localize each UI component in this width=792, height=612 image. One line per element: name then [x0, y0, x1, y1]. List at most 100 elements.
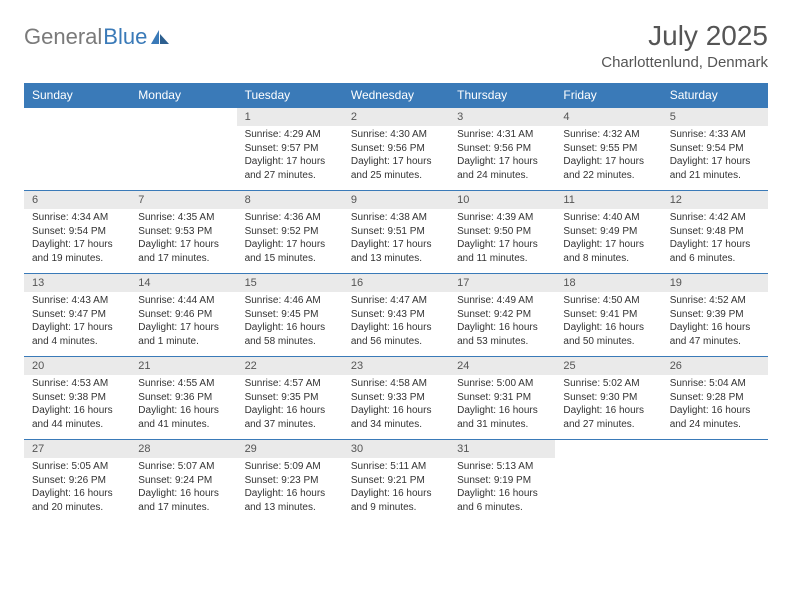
sunrise-text: Sunrise: 4:32 AM — [563, 128, 653, 142]
day-header: Sunday — [24, 83, 130, 108]
day-cell: Sunrise: 5:05 AMSunset: 9:26 PMDaylight:… — [24, 458, 130, 522]
day-cell: Sunrise: 4:30 AMSunset: 9:56 PMDaylight:… — [343, 126, 449, 191]
daylight-text-1: Daylight: 17 hours — [351, 155, 441, 169]
sunrise-text: Sunrise: 4:36 AM — [245, 211, 335, 225]
daylight-text-2: and 50 minutes. — [563, 335, 653, 349]
daylight-text-1: Daylight: 16 hours — [670, 404, 760, 418]
sunrise-text: Sunrise: 4:42 AM — [670, 211, 760, 225]
day-cell — [24, 126, 130, 191]
sunrise-text: Sunrise: 5:09 AM — [245, 460, 335, 474]
sunset-text: Sunset: 9:53 PM — [138, 225, 228, 239]
day-cell: Sunrise: 4:55 AMSunset: 9:36 PMDaylight:… — [130, 375, 236, 440]
daylight-text-2: and 21 minutes. — [670, 169, 760, 183]
title-block: July 2025 Charlottenlund, Denmark — [601, 20, 768, 71]
sunrise-text: Sunrise: 4:52 AM — [670, 294, 760, 308]
header: GeneralBlue July 2025 Charlottenlund, De… — [24, 20, 768, 71]
sunrise-text: Sunrise: 4:57 AM — [245, 377, 335, 391]
day-number: 15 — [237, 274, 343, 293]
daylight-text-1: Daylight: 17 hours — [563, 155, 653, 169]
daylight-text-1: Daylight: 16 hours — [138, 487, 228, 501]
daylight-text-2: and 9 minutes. — [351, 501, 441, 515]
day-cell: Sunrise: 4:33 AMSunset: 9:54 PMDaylight:… — [662, 126, 768, 191]
sunset-text: Sunset: 9:38 PM — [32, 391, 122, 405]
sunset-text: Sunset: 9:45 PM — [245, 308, 335, 322]
daylight-text-2: and 24 minutes. — [670, 418, 760, 432]
daylight-text-1: Daylight: 16 hours — [563, 321, 653, 335]
day-number: 27 — [24, 440, 130, 459]
sunrise-text: Sunrise: 4:30 AM — [351, 128, 441, 142]
daylight-text-2: and 4 minutes. — [32, 335, 122, 349]
day-number: 17 — [449, 274, 555, 293]
day-cell: Sunrise: 4:49 AMSunset: 9:42 PMDaylight:… — [449, 292, 555, 357]
daylight-text-1: Daylight: 16 hours — [563, 404, 653, 418]
day-number: 10 — [449, 191, 555, 210]
daylight-text-1: Daylight: 17 hours — [457, 238, 547, 252]
daylight-text-2: and 13 minutes. — [245, 501, 335, 515]
day-header: Wednesday — [343, 83, 449, 108]
day-header-row: Sunday Monday Tuesday Wednesday Thursday… — [24, 83, 768, 108]
daylight-text-1: Daylight: 16 hours — [245, 321, 335, 335]
day-cell: Sunrise: 4:39 AMSunset: 9:50 PMDaylight:… — [449, 209, 555, 274]
day-cell: Sunrise: 4:52 AMSunset: 9:39 PMDaylight:… — [662, 292, 768, 357]
sunrise-text: Sunrise: 5:11 AM — [351, 460, 441, 474]
day-number: 26 — [662, 357, 768, 376]
day-number: 18 — [555, 274, 661, 293]
sunrise-text: Sunrise: 4:44 AM — [138, 294, 228, 308]
sunrise-text: Sunrise: 5:00 AM — [457, 377, 547, 391]
day-number: 22 — [237, 357, 343, 376]
calendar: Sunday Monday Tuesday Wednesday Thursday… — [24, 83, 768, 522]
day-number: 23 — [343, 357, 449, 376]
daylight-text-1: Daylight: 16 hours — [245, 487, 335, 501]
day-number: 3 — [449, 108, 555, 127]
day-cell — [662, 458, 768, 522]
day-number: 1 — [237, 108, 343, 127]
daylight-text-2: and 47 minutes. — [670, 335, 760, 349]
daylight-text-2: and 27 minutes. — [245, 169, 335, 183]
daylight-text-1: Daylight: 17 hours — [32, 321, 122, 335]
day-content-row: Sunrise: 4:43 AMSunset: 9:47 PMDaylight:… — [24, 292, 768, 357]
daylight-text-2: and 11 minutes. — [457, 252, 547, 266]
daylight-text-2: and 31 minutes. — [457, 418, 547, 432]
day-number-row: 13141516171819 — [24, 274, 768, 293]
day-cell: Sunrise: 5:02 AMSunset: 9:30 PMDaylight:… — [555, 375, 661, 440]
day-cell: Sunrise: 5:09 AMSunset: 9:23 PMDaylight:… — [237, 458, 343, 522]
day-number-row: 12345 — [24, 108, 768, 127]
sunrise-text: Sunrise: 5:13 AM — [457, 460, 547, 474]
day-number — [24, 108, 130, 127]
day-header: Thursday — [449, 83, 555, 108]
logo-text-1: General — [24, 24, 102, 50]
day-content-row: Sunrise: 5:05 AMSunset: 9:26 PMDaylight:… — [24, 458, 768, 522]
day-number: 29 — [237, 440, 343, 459]
day-number — [555, 440, 661, 459]
day-cell: Sunrise: 5:07 AMSunset: 9:24 PMDaylight:… — [130, 458, 236, 522]
sunset-text: Sunset: 9:47 PM — [32, 308, 122, 322]
daylight-text-2: and 1 minute. — [138, 335, 228, 349]
sunrise-text: Sunrise: 4:40 AM — [563, 211, 653, 225]
day-cell: Sunrise: 4:32 AMSunset: 9:55 PMDaylight:… — [555, 126, 661, 191]
day-number — [662, 440, 768, 459]
daylight-text-2: and 17 minutes. — [138, 252, 228, 266]
daylight-text-1: Daylight: 17 hours — [138, 321, 228, 335]
sunset-text: Sunset: 9:23 PM — [245, 474, 335, 488]
day-number: 13 — [24, 274, 130, 293]
daylight-text-2: and 25 minutes. — [351, 169, 441, 183]
day-header: Tuesday — [237, 83, 343, 108]
sunrise-text: Sunrise: 5:02 AM — [563, 377, 653, 391]
day-cell: Sunrise: 4:57 AMSunset: 9:35 PMDaylight:… — [237, 375, 343, 440]
location: Charlottenlund, Denmark — [601, 54, 768, 71]
day-number: 19 — [662, 274, 768, 293]
daylight-text-2: and 19 minutes. — [32, 252, 122, 266]
daylight-text-1: Daylight: 17 hours — [245, 155, 335, 169]
logo-sail-icon — [149, 28, 171, 46]
sunset-text: Sunset: 9:43 PM — [351, 308, 441, 322]
day-cell: Sunrise: 4:40 AMSunset: 9:49 PMDaylight:… — [555, 209, 661, 274]
sunrise-text: Sunrise: 4:39 AM — [457, 211, 547, 225]
day-content-row: Sunrise: 4:29 AMSunset: 9:57 PMDaylight:… — [24, 126, 768, 191]
daylight-text-2: and 13 minutes. — [351, 252, 441, 266]
day-cell: Sunrise: 5:11 AMSunset: 9:21 PMDaylight:… — [343, 458, 449, 522]
day-cell: Sunrise: 4:36 AMSunset: 9:52 PMDaylight:… — [237, 209, 343, 274]
sunset-text: Sunset: 9:36 PM — [138, 391, 228, 405]
day-cell — [130, 126, 236, 191]
sunset-text: Sunset: 9:49 PM — [563, 225, 653, 239]
sunrise-text: Sunrise: 4:29 AM — [245, 128, 335, 142]
